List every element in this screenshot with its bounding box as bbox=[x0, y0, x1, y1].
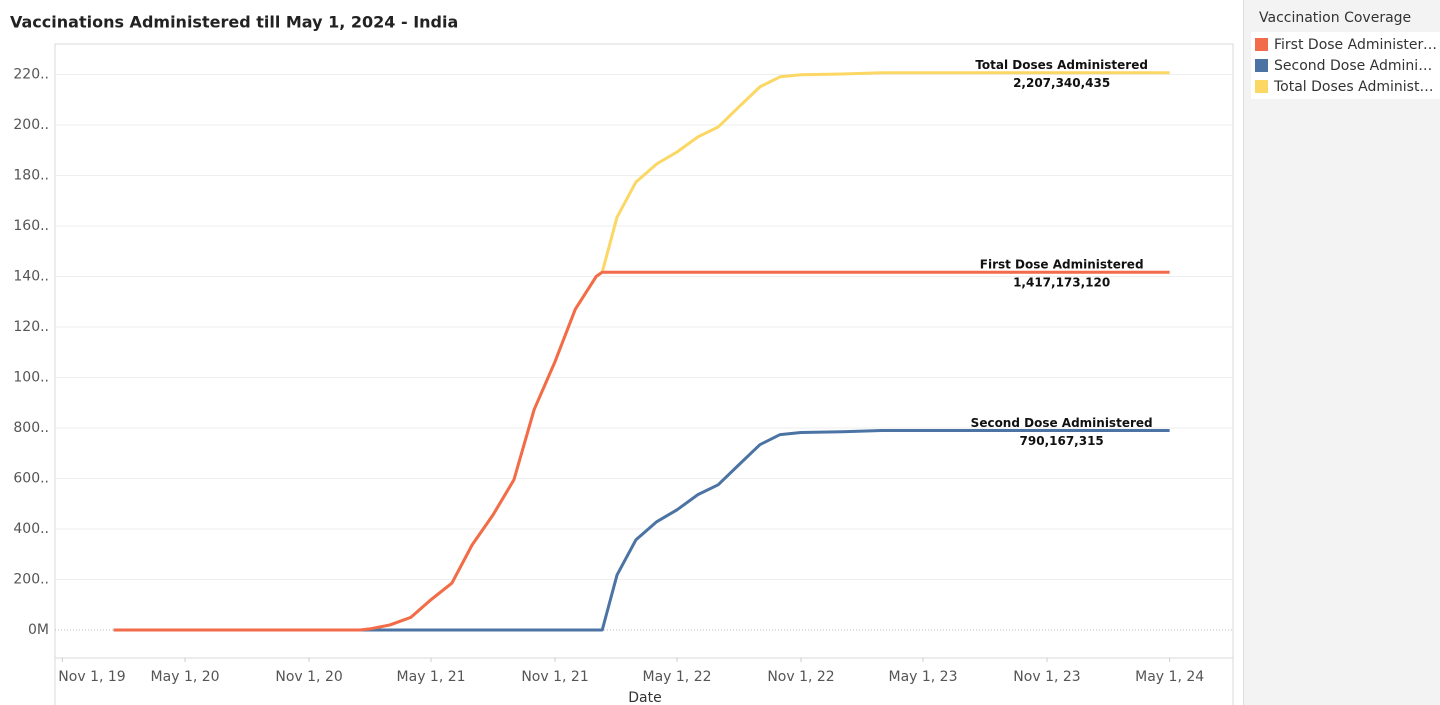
annotation-title: Total Doses Administered bbox=[975, 58, 1148, 72]
y-tick-label: 600.. bbox=[13, 470, 49, 486]
annotation-title: First Dose Administered bbox=[980, 258, 1144, 272]
legend-swatch bbox=[1255, 80, 1268, 93]
series-line bbox=[113, 428, 1170, 632]
annotation-value: 1,417,173,120 bbox=[1013, 276, 1110, 290]
legend-title: Vaccination Coverage bbox=[1259, 10, 1412, 26]
x-axis-title: Date bbox=[628, 690, 661, 705]
legend-swatch bbox=[1255, 59, 1268, 72]
y-tick-label: 800.. bbox=[13, 420, 49, 436]
x-tick-label: Nov 1, 22 bbox=[767, 669, 834, 685]
legend-label: Second Dose Administered bbox=[1274, 57, 1439, 74]
legend-item[interactable]: First Dose Administered bbox=[1251, 34, 1440, 55]
x-tick-label: May 1, 24 bbox=[1135, 669, 1204, 685]
y-tick-label: 120.. bbox=[13, 319, 49, 335]
legend-item[interactable]: Total Doses Administered bbox=[1251, 76, 1440, 97]
y-tick-label: 200.. bbox=[13, 117, 49, 133]
y-tick-label: 200.. bbox=[13, 571, 49, 587]
series-line bbox=[113, 270, 1170, 632]
x-tick-label: May 1, 21 bbox=[397, 669, 466, 685]
plot-frame bbox=[54, 43, 1234, 659]
legend: Vaccination Coverage First Dose Administ… bbox=[1243, 0, 1440, 705]
annotation-title: Second Dose Administered bbox=[971, 416, 1153, 430]
chart-title: Vaccinations Administered till May 1, 20… bbox=[10, 13, 458, 32]
y-tick-label: 180.. bbox=[13, 168, 49, 184]
annotation-value: 2,207,340,435 bbox=[1013, 76, 1110, 90]
legend-box: First Dose Administered Second Dose Admin… bbox=[1251, 32, 1440, 99]
x-tick-label: May 1, 23 bbox=[888, 669, 957, 685]
legend-label: First Dose Administered bbox=[1274, 36, 1439, 53]
y-tick-label: 220.. bbox=[13, 67, 49, 83]
x-tick-label: Nov 1, 23 bbox=[1013, 669, 1080, 685]
x-tick-label: Nov 1, 21 bbox=[521, 669, 588, 685]
legend-item[interactable]: Second Dose Administered bbox=[1251, 55, 1440, 76]
x-tick-label: May 1, 20 bbox=[151, 669, 220, 685]
annotation-value: 790,167,315 bbox=[1020, 434, 1104, 448]
y-tick-label: 100.. bbox=[13, 370, 49, 386]
y-tick-label: 0M bbox=[28, 622, 49, 638]
x-tick-label: May 1, 22 bbox=[643, 669, 712, 685]
legend-label: Total Doses Administered bbox=[1274, 78, 1439, 95]
series-line bbox=[113, 71, 1170, 632]
y-tick-label: 160.. bbox=[13, 218, 49, 234]
chart: Vaccinations Administered till May 1, 20… bbox=[10, 13, 1234, 705]
x-tick-label: Nov 1, 20 bbox=[275, 669, 342, 685]
x-tick-label: Nov 1, 19 bbox=[58, 669, 125, 685]
y-tick-label: 140.. bbox=[13, 269, 49, 285]
y-tick-label: 400.. bbox=[13, 521, 49, 537]
legend-swatch bbox=[1255, 38, 1268, 51]
